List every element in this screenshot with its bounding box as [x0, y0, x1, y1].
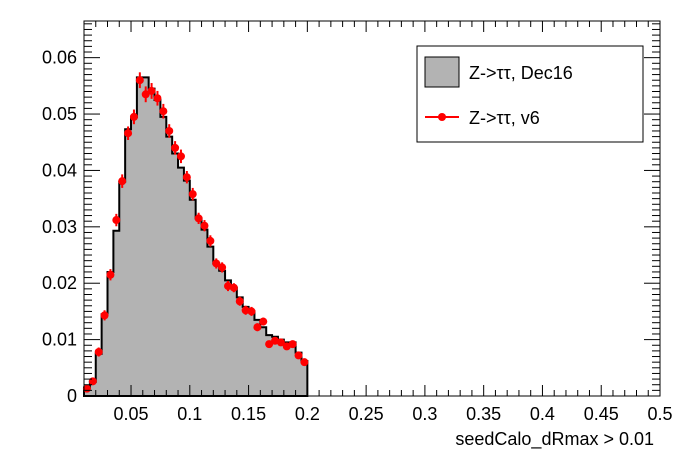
- legend: Z->ττ, Dec16 Z->ττ, v6: [416, 45, 644, 143]
- data-point: [159, 107, 168, 116]
- data-point: [247, 307, 256, 316]
- comparison-points: [82, 72, 309, 393]
- data-point: [288, 340, 297, 349]
- y-tick-label: 0.06: [42, 48, 77, 68]
- data-point: [182, 173, 191, 182]
- y-tick-label: 0.03: [42, 217, 77, 237]
- data-point: [218, 263, 227, 272]
- y-tick-label: 0.05: [42, 104, 77, 124]
- y-tick-label: 0.01: [42, 330, 77, 350]
- data-point: [94, 348, 103, 357]
- y-tick-label: 0.02: [42, 273, 77, 293]
- data-point: [135, 76, 144, 85]
- data-point: [300, 358, 309, 367]
- data-point: [253, 323, 262, 332]
- x-tick-label: 0.4: [530, 404, 555, 424]
- legend-swatch-dec16: [424, 56, 460, 88]
- data-point: [118, 177, 127, 186]
- data-point: [147, 86, 156, 95]
- y-tick-label: 0: [67, 386, 77, 406]
- x-tick-label: 0.15: [231, 404, 266, 424]
- data-point: [171, 143, 180, 152]
- y-axis: 0 0.01 0.02 0.03 0.04 0.05 0.06: [42, 23, 660, 406]
- data-point: [194, 214, 203, 223]
- data-point: [129, 112, 138, 121]
- legend-label-dec16: Z->ττ, Dec16: [469, 63, 573, 83]
- x-tick-label: 0.05: [113, 404, 148, 424]
- data-point: [206, 236, 215, 245]
- data-point: [153, 94, 162, 103]
- x-axis-title: seedCalo_dRmax > 0.01: [455, 429, 654, 450]
- x-tick-label: 0.1: [177, 404, 202, 424]
- x-tick-label: 0.3: [412, 404, 437, 424]
- x-tick-label: 0.5: [647, 404, 672, 424]
- plot-frame: [83, 20, 661, 397]
- data-point: [276, 338, 285, 347]
- data-point: [294, 351, 303, 360]
- data-point: [141, 90, 150, 99]
- data-point: [176, 152, 185, 161]
- data-point: [124, 129, 133, 138]
- data-point: [100, 311, 109, 320]
- data-point: [112, 216, 121, 225]
- data-point: [235, 297, 244, 306]
- data-point: [212, 259, 221, 268]
- data-point: [165, 126, 174, 135]
- x-tick-label: 0.25: [349, 404, 384, 424]
- y-tick-label: 0.04: [42, 160, 77, 180]
- x-tick-label: 0.45: [584, 404, 619, 424]
- data-point: [200, 221, 209, 230]
- legend-label-v6: Z->ττ, v6: [469, 108, 540, 128]
- data-point: [188, 190, 197, 199]
- data-point: [265, 340, 274, 349]
- x-tick-label: 0.2: [295, 404, 320, 424]
- legend-swatch-v6-marker: [438, 113, 446, 121]
- data-point: [259, 317, 268, 326]
- data-point: [88, 377, 97, 386]
- x-axis: 0.05 0.1 0.15 0.2 0.25 0.3 0.35 0.4 0.45 0.5: [83, 21, 673, 424]
- data-point: [106, 270, 115, 279]
- x-tick-label: 0.35: [466, 404, 501, 424]
- data-point: [229, 283, 238, 292]
